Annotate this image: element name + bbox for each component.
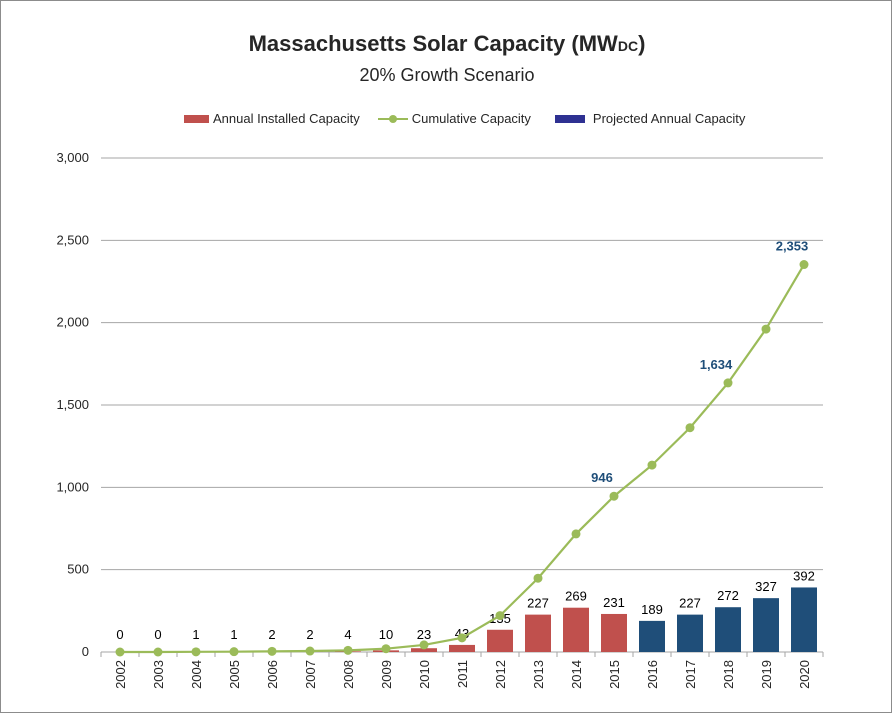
title-subscript: DC [617, 38, 639, 54]
cumulative-point [571, 529, 581, 539]
bar-data-label: 227 [679, 596, 701, 611]
legend-item-projected: Projected Annual Capacity [554, 111, 746, 126]
projected-bar [639, 620, 665, 652]
y-tick-label: 3,000 [56, 150, 89, 165]
bar-data-label: 0 [116, 627, 123, 642]
cumulative-point [457, 633, 467, 643]
cumulative-point [343, 645, 353, 655]
x-tick-label: 2011 [455, 660, 470, 688]
cumulative-point [647, 460, 657, 470]
title-text: Massachusetts Solar Capacity (MW [248, 31, 618, 56]
cumulative-data-label: 1,634 [700, 357, 733, 372]
projected-bar [677, 614, 703, 652]
bar-data-label: 392 [793, 568, 815, 583]
cumulative-point [799, 260, 809, 270]
legend-item-annual: Annual Installed Capacity [184, 111, 360, 126]
bar-data-label: 231 [603, 595, 625, 610]
bar-data-label: 327 [755, 579, 777, 594]
x-tick-label: 2014 [569, 660, 584, 689]
bar-data-label: 269 [565, 589, 587, 604]
bar-data-label: 189 [641, 602, 663, 617]
x-tick-label: 2006 [265, 660, 280, 689]
x-tick-label: 2010 [417, 660, 432, 689]
cumulative-data-label: 946 [591, 470, 613, 485]
bar-data-label: 1 [230, 627, 237, 642]
bar-data-label: 23 [417, 627, 431, 642]
bar-data-label: 10 [379, 627, 393, 642]
x-tick-label: 2003 [151, 660, 166, 689]
projected-bar [715, 607, 741, 652]
chart-title: Massachusetts Solar Capacity (MWDC) [1, 31, 891, 57]
cumulative-point [723, 378, 733, 388]
x-tick-label: 2007 [303, 660, 318, 689]
annual-bar [487, 629, 513, 652]
cumulative-point [115, 647, 125, 657]
cumulative-point [229, 647, 239, 657]
y-tick-label: 1,000 [56, 479, 89, 494]
legend-label-cumulative: Cumulative Capacity [411, 111, 531, 126]
x-tick-label: 2019 [759, 660, 774, 689]
x-tick-label: 2008 [341, 660, 356, 689]
x-tick-label: 2018 [721, 660, 736, 689]
x-tick-label: 2013 [531, 660, 546, 689]
cumulative-point [609, 491, 619, 501]
legend-label-annual: Annual Installed Capacity [213, 111, 360, 126]
cumulative-data-label: 2,353 [776, 239, 809, 254]
x-tick-label: 2017 [683, 660, 698, 689]
legend-item-cumulative: Cumulative Capacity [377, 111, 531, 126]
y-tick-label: 0 [82, 644, 89, 659]
x-tick-label: 2020 [797, 660, 812, 689]
x-tick-label: 2015 [607, 660, 622, 689]
x-tick-label: 2004 [189, 660, 204, 689]
x-tick-label: 2012 [493, 660, 508, 689]
cumulative-point [761, 324, 771, 334]
legend: Annual Installed Capacity Cumulative Cap… [184, 111, 763, 126]
legend-label-projected: Projected Annual Capacity [592, 111, 746, 126]
bar-data-label: 227 [527, 596, 549, 611]
chart-subtitle: 20% Growth Scenario [359, 65, 535, 85]
x-tick-label: 2009 [379, 660, 394, 689]
x-tick-label: 2005 [227, 660, 242, 689]
annual-bar [525, 614, 551, 652]
cumulative-point [381, 644, 391, 654]
bar-data-label: 2 [268, 627, 275, 642]
x-tick-label: 2002 [113, 660, 128, 689]
cumulative-point [267, 646, 277, 656]
bar-data-label: 272 [717, 588, 739, 603]
cumulative-point [153, 647, 163, 657]
projected-bar [753, 598, 779, 652]
annual-bar [563, 607, 589, 652]
bar-data-label: 4 [344, 627, 351, 642]
bar-data-label: 2 [306, 627, 313, 642]
x-tick-label: 2016 [645, 660, 660, 689]
bar-data-label: 0 [154, 627, 161, 642]
title-close: ) [638, 31, 646, 56]
cumulative-point [305, 646, 315, 656]
annual-bar [449, 644, 475, 652]
cumulative-point [191, 647, 201, 657]
y-tick-label: 2,000 [56, 315, 89, 330]
y-tick-label: 1,500 [56, 397, 89, 412]
cumulative-point [533, 573, 543, 583]
bar-data-label: 1 [192, 627, 199, 642]
cumulative-point [685, 423, 695, 433]
legend-swatch-annual [184, 114, 209, 123]
legend-swatch-projected [554, 114, 585, 123]
y-tick-label: 500 [67, 562, 89, 577]
y-tick-label: 2,500 [56, 232, 89, 247]
cumulative-point [419, 640, 429, 650]
cumulative-point [495, 611, 505, 621]
projected-bar [791, 587, 817, 652]
annual-bar [411, 648, 437, 652]
legend-swatch-cumulative [377, 114, 408, 123]
annual-bar [601, 613, 627, 652]
